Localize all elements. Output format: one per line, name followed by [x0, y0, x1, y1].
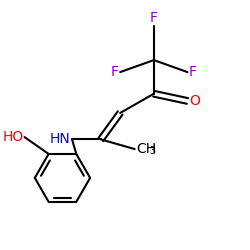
Text: F: F — [150, 11, 158, 25]
Text: F: F — [189, 65, 197, 79]
Text: CH: CH — [136, 142, 156, 156]
Text: F: F — [111, 65, 119, 79]
Text: 3: 3 — [150, 146, 156, 156]
Text: HO: HO — [2, 130, 24, 144]
Text: HN: HN — [50, 132, 71, 146]
Text: O: O — [190, 94, 200, 108]
